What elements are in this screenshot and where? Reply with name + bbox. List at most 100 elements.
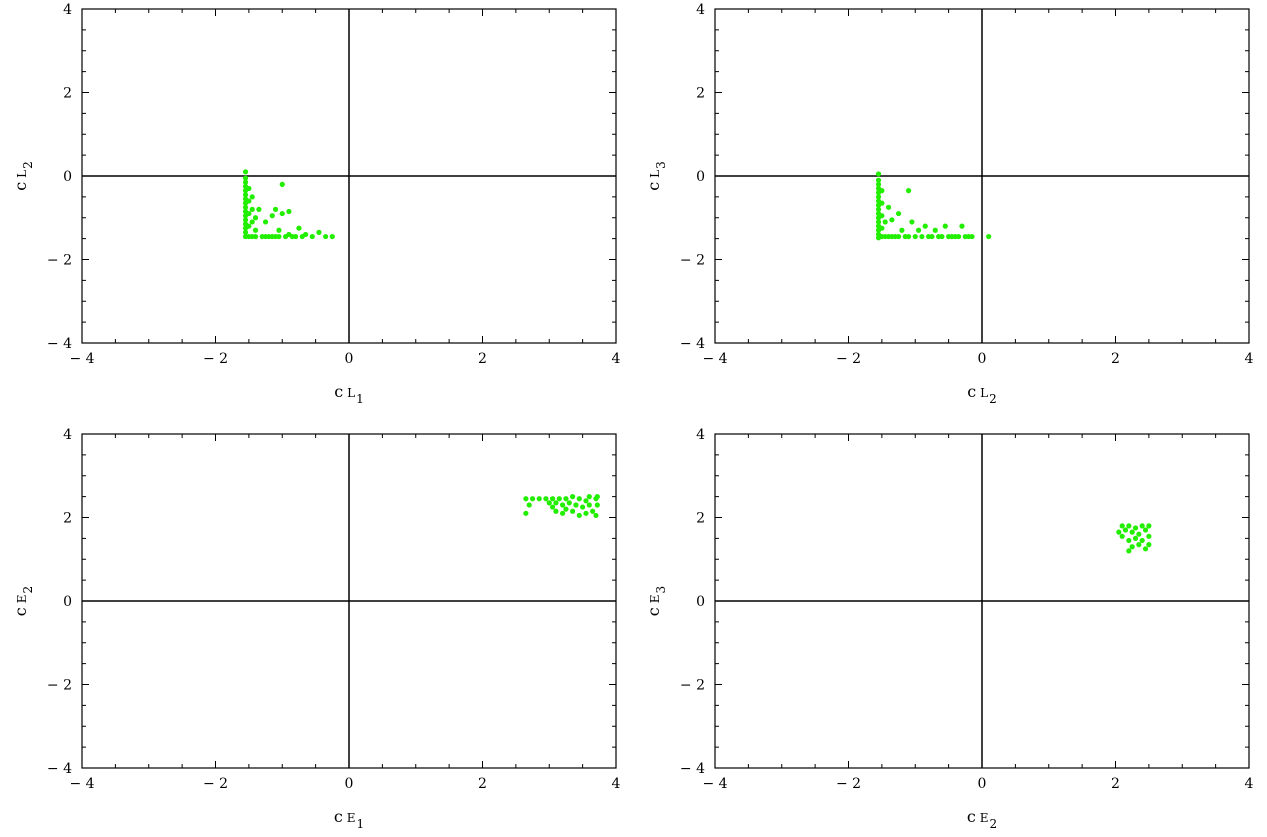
data-point bbox=[929, 233, 935, 240]
y-axis-label: cL2 bbox=[11, 161, 35, 191]
y-tick-label: − 2 bbox=[47, 678, 72, 694]
data-point bbox=[1146, 523, 1152, 529]
data-point bbox=[1119, 533, 1125, 539]
chart-panel-1: − 4 − 2 0 2 4 − 4 − 2 0 2 4 c L1 cL2 bbox=[11, 2, 621, 406]
data-point bbox=[895, 210, 902, 217]
data-point bbox=[269, 213, 275, 219]
data-point bbox=[246, 185, 252, 192]
data-point bbox=[1136, 531, 1142, 537]
data-point bbox=[570, 508, 576, 514]
data-point bbox=[583, 498, 589, 504]
data-point bbox=[262, 219, 269, 225]
data-point bbox=[885, 204, 892, 210]
data-point bbox=[543, 496, 549, 502]
x-tick-label: 0 bbox=[345, 776, 354, 792]
y-tick-label: 2 bbox=[696, 511, 705, 527]
data-point bbox=[879, 200, 885, 206]
data-point bbox=[1136, 542, 1142, 548]
data-point bbox=[276, 227, 282, 233]
data-point bbox=[593, 512, 599, 519]
x-tick-label: − 4 bbox=[69, 351, 94, 367]
x-tick-label: 2 bbox=[478, 351, 487, 367]
data-point bbox=[1139, 537, 1145, 544]
data-point bbox=[296, 225, 302, 231]
data-point bbox=[546, 500, 552, 506]
data-point bbox=[586, 494, 592, 500]
data-point bbox=[553, 500, 559, 506]
y-tick-label: − 2 bbox=[47, 253, 72, 269]
x-tick-label: − 2 bbox=[203, 776, 228, 792]
y-tick-label: 0 bbox=[63, 594, 72, 610]
data-point bbox=[536, 496, 542, 502]
data-point bbox=[969, 233, 975, 240]
x-tick-label: 4 bbox=[612, 776, 621, 792]
data-point bbox=[242, 175, 249, 181]
data-point bbox=[895, 233, 902, 240]
y-tick-label: 2 bbox=[63, 511, 72, 527]
x-tick-label: 2 bbox=[478, 776, 487, 792]
data-point bbox=[242, 204, 249, 210]
data-point bbox=[523, 496, 529, 502]
data-point bbox=[246, 198, 252, 204]
data-point bbox=[915, 227, 922, 233]
data-point bbox=[249, 194, 255, 200]
data-point bbox=[594, 494, 600, 500]
data-point bbox=[279, 210, 285, 217]
data-point bbox=[875, 219, 882, 225]
data-point bbox=[549, 496, 556, 502]
data-point bbox=[875, 194, 882, 200]
data-point bbox=[899, 227, 905, 233]
data-point bbox=[1119, 523, 1125, 529]
data-point bbox=[529, 496, 536, 502]
y-tick-label: 4 bbox=[63, 427, 72, 443]
data-point bbox=[1129, 529, 1135, 535]
y-tick-label: − 2 bbox=[680, 678, 705, 694]
x-tick-label: − 4 bbox=[702, 776, 727, 792]
data-point bbox=[256, 206, 262, 212]
data-point bbox=[242, 192, 249, 198]
data-point bbox=[875, 177, 882, 183]
data-point bbox=[956, 233, 962, 240]
data-point bbox=[286, 208, 292, 215]
data-point bbox=[303, 231, 309, 238]
data-point bbox=[563, 506, 569, 512]
data-point bbox=[1146, 533, 1152, 539]
data-point bbox=[875, 206, 882, 212]
data-point bbox=[272, 206, 279, 212]
data-point bbox=[252, 215, 259, 221]
data-point bbox=[1132, 525, 1139, 531]
data-point bbox=[573, 502, 579, 508]
data-point bbox=[875, 181, 882, 187]
data-point bbox=[594, 502, 600, 508]
x-tick-label: 0 bbox=[345, 351, 354, 367]
x-tick-label: 2 bbox=[1111, 776, 1120, 792]
x-axis-label: c E2 bbox=[967, 807, 997, 831]
data-point bbox=[526, 502, 532, 508]
data-point bbox=[1139, 523, 1145, 529]
x-tick-label: − 4 bbox=[69, 776, 94, 792]
x-tick-label: − 2 bbox=[203, 351, 228, 367]
y-tick-label: 4 bbox=[696, 427, 705, 443]
data-point bbox=[889, 217, 895, 223]
data-point bbox=[242, 179, 249, 185]
data-point bbox=[919, 233, 925, 240]
data-point bbox=[309, 233, 315, 240]
data-point bbox=[879, 188, 885, 194]
x-tick-label: − 2 bbox=[836, 776, 861, 792]
data-point bbox=[875, 171, 882, 177]
y-tick-label: − 4 bbox=[680, 336, 705, 352]
data-point bbox=[566, 500, 572, 506]
x-tick-label: 0 bbox=[978, 776, 987, 792]
y-tick-label: 4 bbox=[696, 2, 705, 18]
chart-panel-4: − 4 − 2 0 2 4 − 4 − 2 0 2 4 c E2 cE3 bbox=[644, 427, 1254, 831]
x-tick-label: − 2 bbox=[836, 351, 861, 367]
x-axis-label: c E1 bbox=[334, 807, 364, 831]
data-point bbox=[1126, 523, 1132, 529]
data-point bbox=[580, 504, 586, 510]
data-point bbox=[932, 227, 938, 233]
y-tick-label: − 4 bbox=[47, 761, 72, 777]
x-axis-label: c L1 bbox=[334, 382, 364, 406]
data-point bbox=[276, 233, 282, 240]
chart-panel-2: − 4 − 2 0 2 4 − 4 − 2 0 2 4 c L2 cL3 bbox=[644, 2, 1254, 406]
y-tick-label: 0 bbox=[63, 169, 72, 185]
